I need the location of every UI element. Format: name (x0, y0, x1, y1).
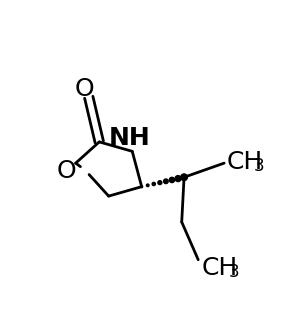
Text: 3: 3 (229, 263, 240, 281)
Text: O: O (57, 159, 76, 183)
Text: NH: NH (109, 126, 151, 151)
Text: CH: CH (202, 256, 238, 280)
Circle shape (152, 182, 155, 186)
Circle shape (147, 184, 149, 187)
Circle shape (164, 179, 168, 183)
Circle shape (181, 174, 187, 181)
Circle shape (169, 177, 174, 182)
Text: O: O (74, 77, 94, 101)
Text: CH: CH (226, 150, 263, 174)
Circle shape (141, 186, 143, 188)
Text: 3: 3 (254, 157, 264, 175)
Circle shape (175, 176, 181, 182)
Circle shape (158, 181, 162, 184)
